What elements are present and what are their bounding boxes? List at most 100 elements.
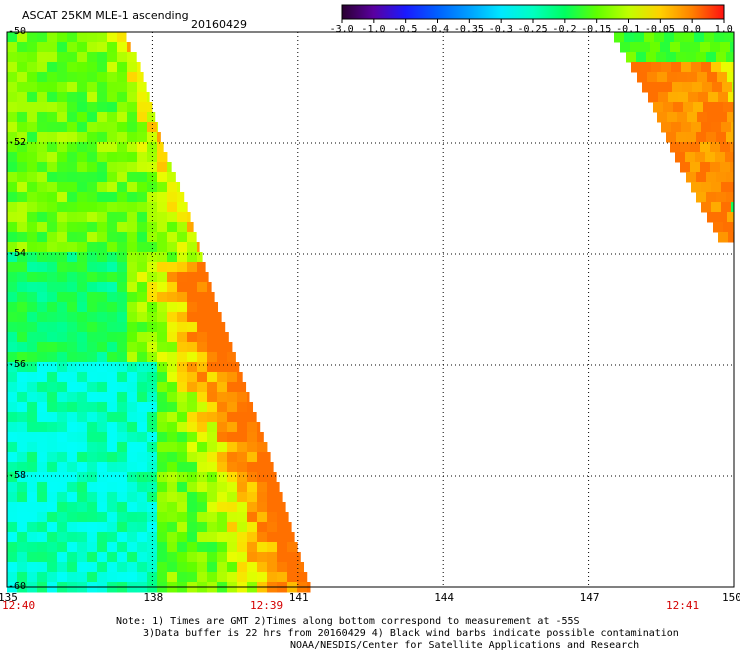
swath-cell: [668, 92, 679, 103]
swath-cell: [730, 42, 735, 53]
swath-cell: [700, 42, 711, 53]
swath-cell: [207, 322, 218, 333]
swath-cell: [137, 382, 148, 393]
swath-cell: [197, 402, 208, 413]
swath-cell: [47, 212, 58, 223]
swath-cell: [137, 342, 148, 353]
swath-cell: [57, 412, 68, 423]
swath-cell: [137, 572, 148, 583]
swath-cell: [197, 282, 208, 293]
swath-cell: [47, 502, 58, 513]
data-swaths: [7, 32, 735, 593]
swath-cell: [117, 462, 128, 473]
swath-cell: [147, 552, 158, 563]
swath-cell: [147, 472, 158, 483]
swath-cell: [177, 372, 188, 383]
latitude-label: -56: [8, 359, 27, 370]
swath-cell: [720, 162, 731, 173]
swath-cell: [197, 352, 208, 363]
swath-cell: [715, 152, 726, 163]
swath-cell: [217, 352, 228, 363]
swath-cell: [47, 262, 58, 273]
swath-cell: [97, 452, 108, 463]
swath-cell: [87, 252, 98, 263]
swath-cell: [666, 132, 677, 143]
swath-cell: [701, 122, 712, 133]
swath-cell: [247, 442, 258, 453]
swath-cell: [117, 42, 128, 53]
swath-cell: [87, 372, 98, 383]
swath-cell: [706, 52, 717, 63]
swath-cell: [77, 492, 88, 503]
swath-cell: [77, 512, 88, 523]
swath-cell: [57, 272, 68, 283]
swath-cell: [127, 482, 138, 493]
swath-cell: [87, 162, 98, 173]
swath-cell: [701, 182, 712, 193]
swath-cell: [77, 532, 88, 543]
swath-cell: [197, 392, 208, 403]
swath-cell: [207, 552, 218, 563]
swath-cell: [97, 302, 108, 313]
color-scale-label: 1.0: [714, 24, 733, 35]
swath-cell: [97, 242, 108, 253]
swath-cell: [147, 492, 158, 503]
swath-cell: [117, 292, 128, 303]
swath-cell: [47, 312, 58, 323]
swath-cell: [107, 162, 118, 173]
swath-cell: [237, 562, 248, 573]
swath-cell: [722, 82, 733, 93]
swath-cell: [57, 312, 68, 323]
swath-cell: [197, 512, 208, 523]
swath-cell: [67, 152, 78, 163]
swath-cell: [77, 152, 88, 163]
swath-cell: [677, 72, 688, 83]
swath-cell: [17, 392, 28, 403]
swath-cell: [117, 212, 128, 223]
swath-cell: [47, 342, 58, 353]
swath-cell: [187, 412, 198, 423]
swath-cell: [27, 262, 38, 273]
swath-cell: [97, 252, 108, 263]
color-scale-label: -0.5: [393, 24, 418, 35]
swath-cell: [77, 332, 88, 343]
swath-cell: [57, 52, 68, 63]
swath-cell: [17, 102, 28, 113]
swath-cell: [127, 282, 138, 293]
swath-cell: [107, 132, 118, 143]
swath-cell: [692, 82, 703, 93]
swath-cell: [17, 92, 28, 103]
swath-cell: [187, 552, 198, 563]
swath-cell: [257, 472, 268, 483]
swath-cell: [687, 112, 698, 123]
swath-cell: [247, 522, 258, 533]
swath-cell: [197, 452, 208, 463]
swath-cell: [637, 72, 648, 83]
swath-cell: [57, 122, 68, 133]
swath-cell: [177, 322, 188, 333]
swath-cell: [57, 492, 68, 503]
swath-cell: [257, 512, 268, 523]
swath-cell: [197, 462, 208, 473]
swath-cell: [137, 562, 148, 573]
swath-cell: [27, 572, 38, 583]
swath-cell: [87, 552, 98, 563]
swath-cell: [47, 422, 58, 433]
color-scale-label: -1.0: [361, 24, 386, 35]
swath-cell: [57, 62, 68, 73]
swath-cell: [217, 482, 228, 493]
swath-cell: [27, 282, 38, 293]
swath-cell: [227, 562, 238, 573]
swath-cell: [67, 362, 78, 373]
swath-cell: [177, 572, 188, 583]
swath-cell: [257, 562, 268, 573]
swath-cell: [117, 562, 128, 573]
swath-cell: [227, 552, 238, 563]
swath-cell: [97, 132, 108, 143]
swath-cell: [177, 192, 185, 203]
swath-cell: [257, 432, 264, 443]
swath-cell: [716, 132, 727, 143]
swath-cell: [67, 62, 78, 73]
swath-cell: [177, 282, 188, 293]
swath-cell: [47, 392, 58, 403]
